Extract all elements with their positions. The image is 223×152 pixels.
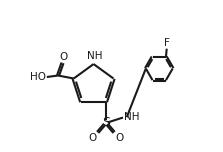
- Text: O: O: [59, 52, 67, 62]
- Text: F: F: [164, 38, 170, 48]
- Text: HO: HO: [30, 72, 46, 82]
- Text: S: S: [102, 116, 110, 129]
- Text: O: O: [88, 133, 97, 143]
- Text: NH: NH: [87, 51, 102, 61]
- Text: O: O: [115, 133, 124, 143]
- Text: NH: NH: [124, 112, 140, 122]
